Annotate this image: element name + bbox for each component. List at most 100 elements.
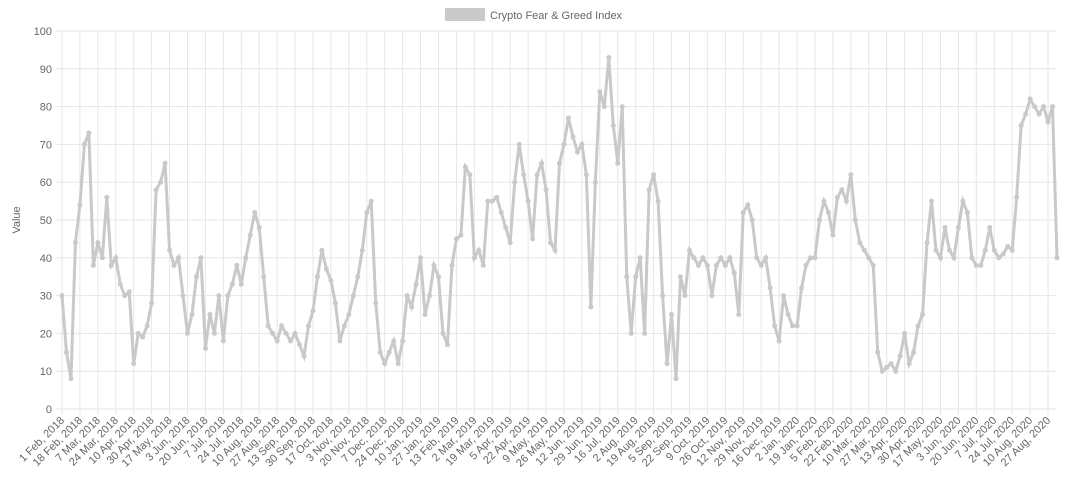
data-point <box>149 300 155 306</box>
data-point <box>359 247 365 253</box>
data-point <box>355 274 361 280</box>
data-point <box>494 194 500 200</box>
data-point <box>126 289 132 295</box>
data-point <box>131 361 137 367</box>
data-point <box>1045 119 1051 125</box>
data-point <box>498 209 504 215</box>
legend-swatch[interactable] <box>445 8 485 21</box>
y-tick-label: 50 <box>40 215 52 227</box>
data-point <box>758 262 764 268</box>
data-point <box>184 330 190 336</box>
data-point <box>193 274 199 280</box>
data-point <box>736 312 742 317</box>
data-point <box>1032 104 1038 110</box>
data-point <box>660 293 666 299</box>
data-point <box>243 255 249 261</box>
data-point <box>902 330 908 336</box>
y-tick-label: 0 <box>46 404 52 416</box>
data-point <box>996 255 1002 261</box>
data-point <box>431 262 437 268</box>
data-point <box>884 364 890 370</box>
data-point <box>682 293 688 299</box>
data-point <box>561 141 567 147</box>
data-point <box>117 281 123 287</box>
data-point <box>471 255 477 261</box>
y-tick-label: 30 <box>40 291 52 303</box>
data-point <box>982 247 988 253</box>
legend-label[interactable]: Crypto Fear & Greed Index <box>490 10 623 22</box>
data-point <box>870 262 876 268</box>
data-point <box>987 225 993 231</box>
data-point <box>548 240 554 246</box>
data-point <box>678 274 684 280</box>
data-point <box>207 312 213 317</box>
data-point <box>350 293 356 299</box>
data-point <box>440 330 446 336</box>
data-point <box>77 202 83 208</box>
data-point <box>391 338 397 344</box>
data-point <box>252 209 258 215</box>
data-point <box>534 172 540 178</box>
y-tick-label: 90 <box>40 64 52 76</box>
data-point <box>624 274 630 280</box>
data-point <box>597 88 603 94</box>
data-point <box>153 187 159 193</box>
data-point <box>942 225 948 231</box>
data-point <box>628 330 634 336</box>
data-point <box>785 312 791 317</box>
data-point <box>144 323 150 329</box>
data-point <box>655 198 661 204</box>
data-point <box>686 247 692 253</box>
data-point <box>171 262 177 268</box>
data-point <box>834 194 840 200</box>
data-point <box>740 209 746 215</box>
data-point <box>615 160 621 166</box>
data-point <box>1027 96 1033 102</box>
data-point <box>68 376 74 382</box>
data-point <box>310 308 316 314</box>
data-point <box>395 361 401 367</box>
data-point <box>220 338 226 344</box>
data-point <box>377 349 383 355</box>
data-point <box>955 225 961 231</box>
data-point <box>781 293 787 299</box>
data-point <box>704 262 710 268</box>
data-point <box>95 240 101 246</box>
y-tick-label: 60 <box>40 177 52 189</box>
data-point <box>1054 255 1060 261</box>
data-point <box>776 338 782 344</box>
data-point <box>180 293 186 299</box>
data-point <box>843 198 849 204</box>
data-point <box>404 293 410 299</box>
data-point <box>418 255 424 261</box>
data-point <box>606 54 612 60</box>
data-point <box>435 274 441 280</box>
data-point <box>731 270 737 276</box>
data-point <box>480 262 486 268</box>
data-point <box>234 262 240 268</box>
data-point <box>727 255 733 261</box>
data-point <box>328 277 334 283</box>
data-point <box>140 334 146 340</box>
data-point <box>749 217 755 223</box>
data-point <box>920 312 926 317</box>
data-point <box>763 255 769 261</box>
data-point <box>565 115 571 121</box>
data-point <box>946 247 952 253</box>
data-point <box>135 330 141 336</box>
data-point <box>861 247 867 253</box>
data-point <box>929 198 935 204</box>
data-point <box>633 274 639 280</box>
data-point <box>1023 111 1029 117</box>
data-point <box>803 262 809 268</box>
data-point <box>709 293 715 299</box>
data-point <box>1041 104 1047 110</box>
data-point <box>1000 251 1006 257</box>
data-point <box>274 338 280 344</box>
data-point <box>790 323 796 329</box>
data-point <box>288 338 294 344</box>
data-point <box>525 198 531 204</box>
data-point <box>485 198 491 204</box>
data-point <box>382 361 388 367</box>
